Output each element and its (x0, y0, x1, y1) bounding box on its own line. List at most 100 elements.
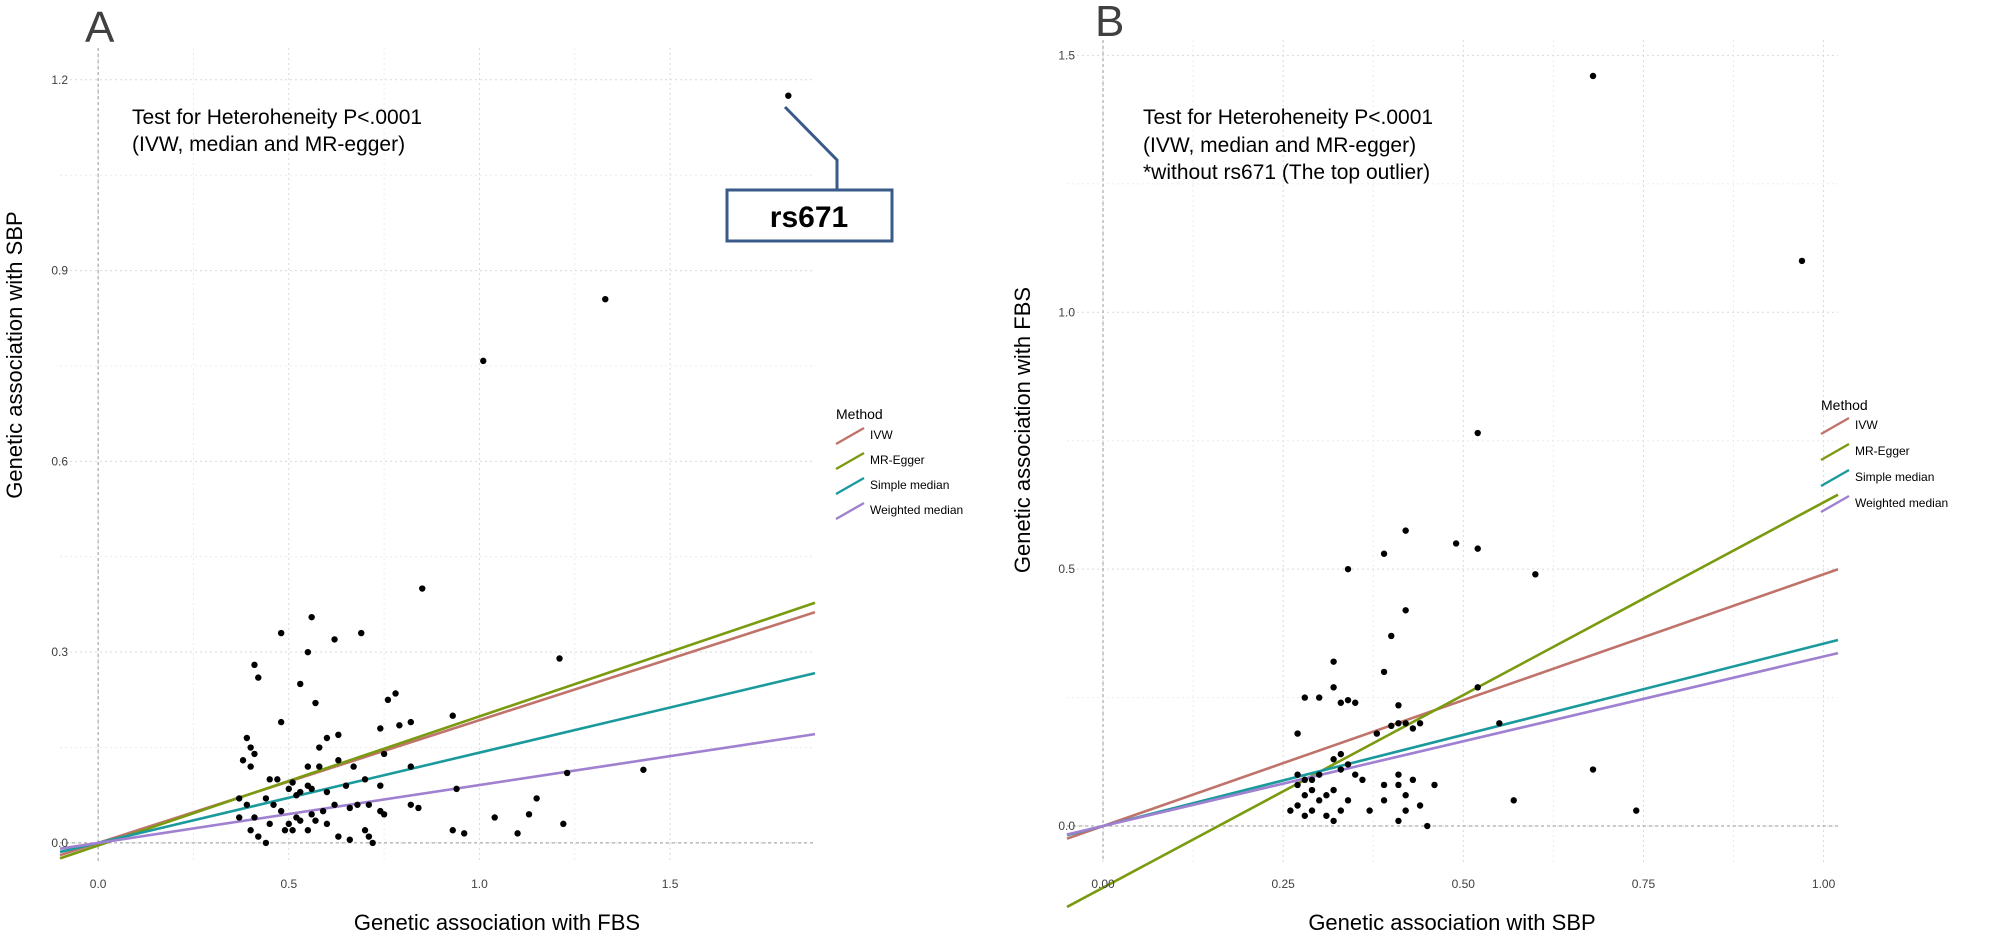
panel-a-ylabel: Genetic association with SBP (2, 211, 27, 498)
panel-b-data-point (1308, 807, 1316, 814)
panel-b-data-point (1452, 540, 1460, 547)
panel-b-ytick-label: 0.5 (1058, 562, 1075, 576)
panel-a-data-point (361, 827, 369, 834)
panel-b-data-point (1424, 822, 1431, 830)
rs671-callout-label: rs671 (770, 201, 848, 234)
panel-b-data-point (1380, 781, 1388, 789)
panel-a-ytick-label: 0.6 (51, 454, 68, 468)
panel-b-data-point (1352, 771, 1359, 778)
panel-a-legend-label: Weighted median (870, 503, 963, 517)
panel-a-data-point (365, 833, 373, 840)
panel-b-legend-label: MR-Egger (1855, 444, 1910, 458)
panel-b-data-point (1589, 72, 1597, 80)
panel-b-data-point (1308, 776, 1316, 783)
panel-a-data-point (285, 820, 292, 828)
panel-b-data-point (1402, 792, 1409, 799)
panel-a-data-point (289, 779, 296, 786)
panel-b-xtick-label: 0.25 (1271, 877, 1295, 891)
panel-b-data-point (1474, 545, 1481, 552)
panel-a-data-point (277, 807, 285, 815)
panel-b-legend-label: IVW (1855, 418, 1878, 432)
panel-a-ytick-label: 0.9 (51, 264, 68, 278)
panel-b-data-point (1323, 812, 1330, 819)
panel-a-data-point (304, 763, 312, 770)
panel-a-data-point (365, 801, 373, 808)
panel-b-ylabel: Genetic association with FBS (1010, 287, 1035, 573)
panel-b-data-point (1337, 699, 1345, 706)
panel-a-data-point (274, 776, 281, 783)
panel-b-data-point (1301, 792, 1308, 799)
panel-a-data-point (346, 804, 353, 812)
panel-a-data-point (251, 750, 258, 758)
panel-a-data-point (449, 712, 456, 719)
panel-a-data-point (289, 827, 296, 834)
panel-a-data-point (358, 629, 365, 637)
panel-b-data-point (1388, 632, 1395, 640)
panel-b-data-point (1294, 730, 1301, 737)
panel-a-xtick-label: 0.0 (90, 877, 107, 891)
panel-a-legend-title: Method (836, 406, 883, 422)
panel-a-ytick-label: 0.3 (51, 645, 68, 659)
panel-b-data-point (1402, 807, 1409, 814)
panel-b-points (1287, 72, 1806, 830)
panel-a-data-point (323, 820, 331, 828)
panel-a-xtick-label: 1.0 (471, 877, 488, 891)
panel-b-data-point (1315, 797, 1323, 804)
panel-b-legend: Method IVW MR-Egger Simple median Weighted … (1820, 397, 1948, 514)
panel-b-xtick-label: 0.00 (1091, 877, 1115, 891)
panel-b-data-point (1633, 807, 1640, 814)
panel-a-ticks: 0.0 0.5 1.0 1.5 0.0 0.3 0.6 0.9 1.2 (51, 73, 678, 891)
panel-a-data-point (262, 839, 270, 847)
rs671-callout-leader (783, 105, 839, 190)
panel-a-data-point (277, 718, 285, 726)
panel-a-legend-label: Simple median (870, 478, 949, 492)
panel-a-data-point (239, 757, 247, 764)
panel-b-data-point (1330, 658, 1337, 665)
panel-b-line-mr-egger (1066, 493, 1839, 909)
panel-b-legend-label: Simple median (1855, 470, 1934, 484)
panel-b-legend-swatch (1820, 468, 1850, 488)
panel-a-data-point (319, 807, 327, 815)
panel-b-annotation-line-2: (IVW, median and MR-egger) (1143, 134, 1416, 157)
panel-a-annotation-line-2: (IVW, median and MR-egger) (132, 133, 405, 156)
panel-b-xtick-label: 1.00 (1812, 877, 1836, 891)
panel-a-data-point (480, 357, 487, 365)
panel-a-data-point (308, 811, 315, 818)
panel-a-data-point (312, 817, 319, 824)
panel-a-data-point (533, 795, 540, 802)
panel-b-label: B (1095, 0, 1124, 46)
panel-a-data-point (491, 814, 498, 821)
rs671-callout-box (725, 188, 894, 243)
panel-a-data-point (236, 814, 243, 821)
panel-a-data-point (335, 731, 342, 739)
panel-b-data-point (1409, 725, 1417, 732)
panel-a-data-point (312, 699, 319, 707)
panel-a-data-point (346, 836, 353, 843)
panel-b-legend-swatch (1820, 442, 1850, 462)
panel-a-data-point (270, 801, 277, 808)
panel-b-data-point (1409, 776, 1417, 783)
panel-a-data-point (377, 782, 384, 789)
panel-b-data-point (1474, 429, 1481, 437)
panel-a-data-point (407, 801, 415, 808)
panel-b-xlabel: Genetic association with SBP (1308, 910, 1595, 935)
panel-b-line-weighted-median (1066, 651, 1839, 836)
panel-b-data-point (1330, 817, 1337, 825)
panel-a-data-point (247, 763, 254, 770)
panel-a-grid (60, 48, 815, 862)
panel-a-data-point (350, 763, 357, 770)
panel-a-data-point (277, 629, 285, 637)
panel-b-ticks: 0.00 0.25 0.50 0.75 1.00 0.0 0.5 1.0 1.5 (1058, 48, 1835, 891)
panel-a-data-point (354, 801, 361, 808)
panel-b-annotation-line-3: *without rs671 (The top outlier) (1143, 161, 1430, 184)
panel-b-data-point (1395, 702, 1402, 709)
panel-a-data-point (308, 613, 315, 621)
panel-b-data-point (1301, 694, 1308, 701)
panel-a-data-point (453, 785, 460, 793)
panel-a-data-point (323, 788, 331, 796)
panel-b-legend-swatch (1820, 494, 1850, 514)
panel-b-data-point (1388, 722, 1395, 730)
panel-a-line-mr-egger (59, 601, 816, 860)
panel-a-data-point (266, 776, 273, 783)
